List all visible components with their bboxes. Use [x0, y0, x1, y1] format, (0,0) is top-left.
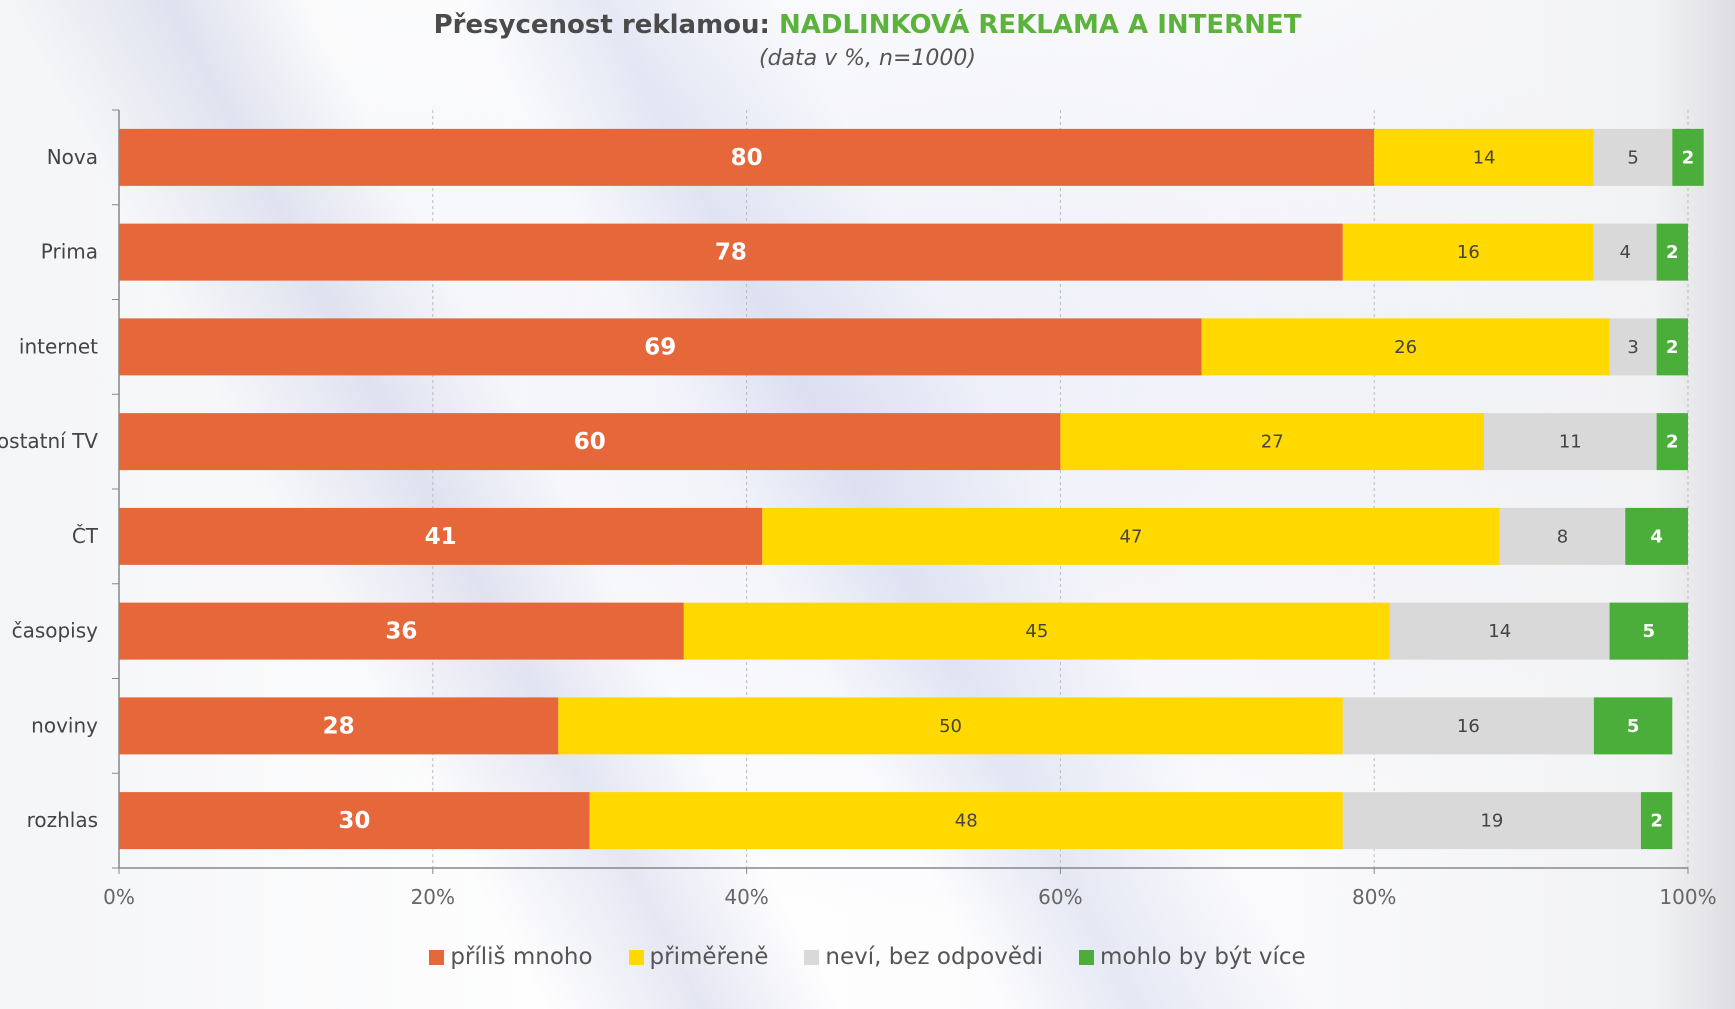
data-label: 14 [1488, 621, 1511, 642]
bar-segment [1593, 128, 1673, 186]
data-label: 60 [574, 429, 606, 455]
data-label: 30 [338, 808, 370, 834]
category-label: časopisy [12, 619, 99, 643]
data-label: 45 [1025, 621, 1048, 642]
data-label: 78 [715, 240, 747, 266]
legend-swatch [1078, 949, 1094, 965]
data-label: 2 [1650, 811, 1663, 832]
bar-segment [1640, 792, 1673, 850]
legend-item: mohlo by být více [1078, 944, 1306, 970]
bar-segment [1609, 602, 1688, 660]
bar-segment [119, 602, 684, 660]
bar-segment [119, 507, 763, 565]
bar-segment [1609, 318, 1657, 376]
bar-segment [762, 507, 1500, 565]
bar-segment [1593, 697, 1673, 755]
legend-item: přiměřeně [628, 944, 769, 970]
bar-segment [119, 128, 1375, 186]
bar-segment [1672, 128, 1704, 186]
data-label: 19 [1480, 811, 1503, 832]
legend-label: přiměřeně [649, 944, 769, 970]
data-label: 36 [385, 619, 417, 645]
bar-segment [1342, 697, 1594, 755]
x-tick-label: 0% [103, 885, 135, 909]
bar-segment [119, 223, 1343, 281]
bar-segment [1389, 602, 1610, 660]
data-label: 4 [1650, 526, 1663, 547]
data-label: 28 [323, 713, 355, 739]
data-label: 5 [1643, 621, 1656, 642]
x-tick-label: 60% [1038, 885, 1082, 909]
chart-title-prefix: Přesycenost reklamou: [433, 10, 779, 40]
category-label: ČT [72, 524, 99, 548]
bar-segment [119, 792, 590, 850]
category-label: rozhlas [27, 808, 98, 832]
chart-subtitle: (data v %, n=1000) [759, 46, 976, 71]
bar-segment [558, 697, 1343, 755]
bar-segment [1484, 413, 1657, 471]
bar-segment [119, 413, 1061, 471]
data-label: 41 [425, 524, 457, 550]
data-label: 80 [731, 145, 763, 171]
category-label: Nova [47, 145, 98, 169]
data-label: 5 [1627, 716, 1640, 737]
bar-segment [1499, 507, 1626, 565]
bar-segment [1656, 223, 1688, 281]
bar-segment [1060, 413, 1485, 471]
data-label: 16 [1457, 242, 1480, 263]
legend-item: příliš mnoho [429, 944, 593, 970]
x-tick-label: 40% [724, 885, 768, 909]
category-label: noviny [31, 713, 98, 737]
data-label: 2 [1682, 147, 1695, 168]
legend-swatch [804, 949, 820, 965]
bar-segment [119, 697, 559, 755]
legend-swatch [628, 949, 644, 965]
data-label: 11 [1559, 432, 1582, 453]
data-label: 2 [1666, 242, 1679, 263]
data-label: 26 [1394, 337, 1417, 358]
bar-segment [589, 792, 1343, 850]
bar-segment [1342, 223, 1594, 281]
data-label: 2 [1666, 337, 1679, 358]
chart-title: Přesycenost reklamou: NADLINKOVÁ REKLAMA… [0, 10, 1735, 40]
data-label: 4 [1620, 242, 1631, 263]
data-label: 2 [1666, 432, 1679, 453]
bar-segment [1201, 318, 1610, 376]
category-label: Prima [41, 240, 98, 264]
data-label: 48 [955, 811, 978, 832]
legend-swatch [429, 949, 445, 965]
bar-segment [683, 602, 1390, 660]
chart-legend: příliš mnoho přiměřeně neví, bez odpovědi m… [0, 944, 1735, 970]
data-label: 27 [1261, 432, 1284, 453]
data-label: 47 [1120, 526, 1143, 547]
bar-segment [1656, 318, 1688, 376]
data-label: 8 [1557, 526, 1568, 547]
legend-label: příliš mnoho [450, 944, 593, 970]
legend-label: neví, bez odpovědi [825, 944, 1043, 970]
x-tick-label: 80% [1352, 885, 1396, 909]
bar-segment [1656, 413, 1688, 471]
data-label: 69 [644, 334, 676, 360]
legend-label: mohlo by být více [1099, 944, 1306, 970]
data-label: 5 [1627, 147, 1638, 168]
x-tick-label: 20% [411, 885, 455, 909]
data-label: 3 [1627, 337, 1638, 358]
category-label: internet [19, 334, 98, 358]
data-label: 16 [1457, 716, 1480, 737]
x-tick-label: 100% [1659, 885, 1716, 909]
chart-title-highlight: NADLINKOVÁ REKLAMA A INTERNET [779, 10, 1302, 40]
bar-segment [1342, 792, 1641, 850]
data-label: 14 [1473, 147, 1496, 168]
bar-segment [119, 318, 1202, 376]
bar-segment [1374, 128, 1594, 186]
bar-segment [1593, 223, 1657, 281]
category-label: ostatní TV [0, 429, 98, 453]
data-label: 50 [939, 716, 962, 737]
bar-segment [1625, 507, 1688, 565]
legend-item: neví, bez odpovědi [804, 944, 1043, 970]
